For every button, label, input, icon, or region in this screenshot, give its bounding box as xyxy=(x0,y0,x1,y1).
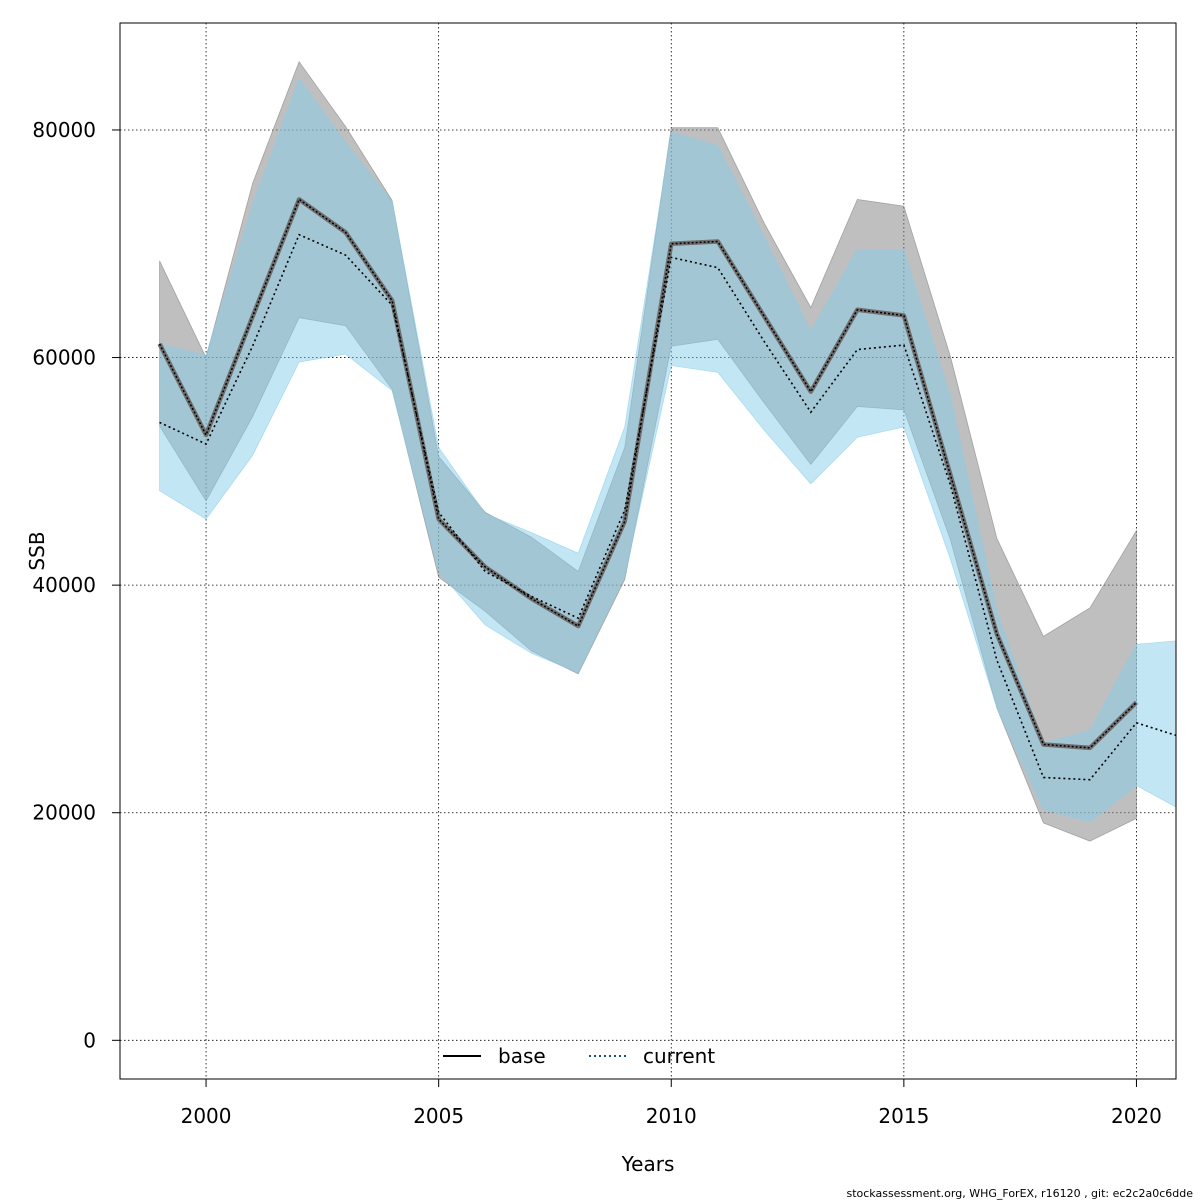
x-tick-label: 2020 xyxy=(1111,1104,1162,1128)
x-axis-ticks: 2000 2005 2010 2015 2020 xyxy=(181,1079,1162,1128)
legend-label-base: base xyxy=(498,1044,546,1068)
plot-frame xyxy=(119,22,1177,1080)
confidence-band-current xyxy=(159,77,1177,823)
series-line-base xyxy=(158,198,1137,749)
y-tick-label: 0 xyxy=(83,1028,96,1052)
y-axis-ticks: 0 20000 40000 60000 80000 xyxy=(32,118,120,1052)
x-axis-title: Years xyxy=(621,1152,675,1176)
y-tick-label: 60000 xyxy=(32,346,96,370)
y-axis-title: SSB xyxy=(25,531,49,570)
legend-label-current: current xyxy=(643,1044,715,1068)
series-lines xyxy=(157,197,1177,781)
confidence-bands xyxy=(159,60,1177,842)
footer-credit: stockassessment.org, WHG_ForEX, r16120 ,… xyxy=(846,1187,1193,1200)
x-tick-label: 2005 xyxy=(413,1104,464,1128)
y-tick-label: 40000 xyxy=(32,573,96,597)
series-line-current xyxy=(159,233,1177,781)
y-tick-label: 80000 xyxy=(32,118,96,142)
legend: base current xyxy=(443,1044,715,1068)
x-tick-label: 2000 xyxy=(181,1104,232,1128)
x-tick-label: 2010 xyxy=(646,1104,697,1128)
x-tick-label: 2015 xyxy=(878,1104,929,1128)
y-tick-label: 20000 xyxy=(32,801,96,825)
